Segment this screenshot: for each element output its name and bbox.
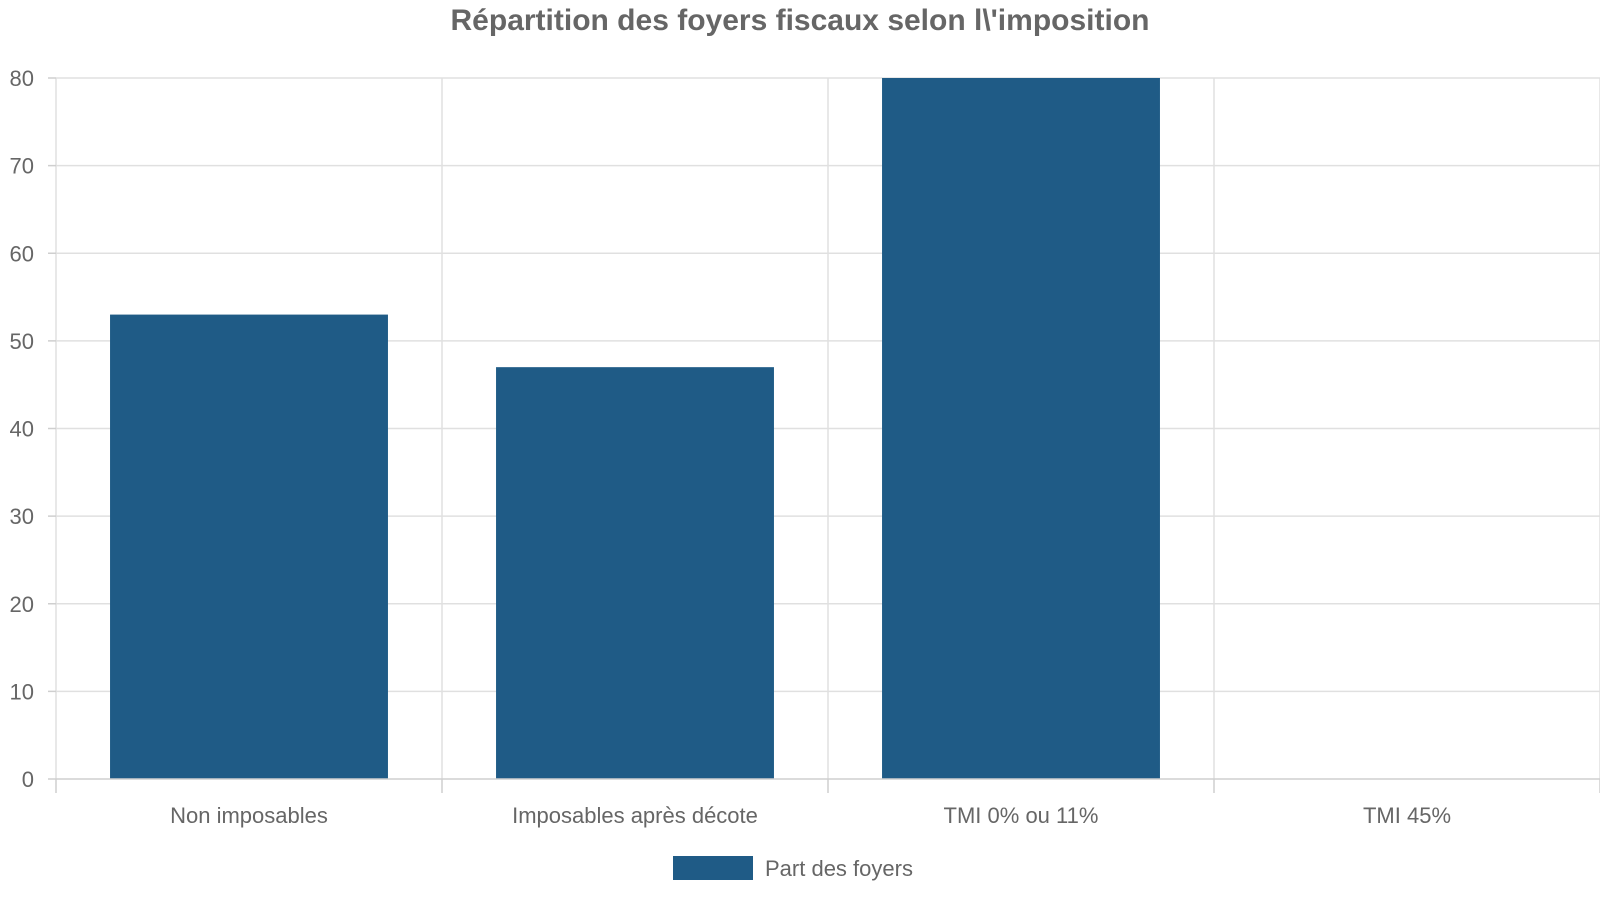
y-tick-label: 0 — [22, 767, 34, 792]
x-tick-label: Non imposables — [170, 803, 328, 828]
y-tick-label: 80 — [10, 66, 34, 91]
y-tick-label: 20 — [10, 592, 34, 617]
legend-swatch[interactable] — [673, 856, 753, 880]
bar-2[interactable] — [882, 78, 1160, 779]
bars — [110, 78, 1546, 780]
y-tick-label: 40 — [10, 417, 34, 442]
x-tick-label: Imposables après décote — [512, 803, 758, 828]
x-tick-label: TMI 0% ou 11% — [944, 803, 1099, 828]
bar-1[interactable] — [496, 367, 774, 779]
y-tick-label: 70 — [10, 154, 34, 179]
y-tick-label: 10 — [10, 679, 34, 704]
x-axis-ticks: Non imposables Imposables après décote TMI… — [170, 803, 1451, 828]
legend[interactable]: Part des foyers — [673, 856, 913, 881]
chart-title: Répartition des foyers fiscaux selon l\'… — [451, 4, 1150, 37]
y-tick-label: 60 — [10, 241, 34, 266]
y-tick-label: 30 — [10, 504, 34, 529]
legend-label[interactable]: Part des foyers — [765, 856, 913, 881]
bar-0[interactable] — [110, 314, 388, 779]
axes — [55, 778, 1600, 793]
y-axis-ticks: 0 10 20 30 40 50 60 70 80 — [10, 66, 56, 792]
x-tick-label: TMI 45% — [1363, 803, 1451, 828]
y-tick-label: 50 — [10, 329, 34, 354]
